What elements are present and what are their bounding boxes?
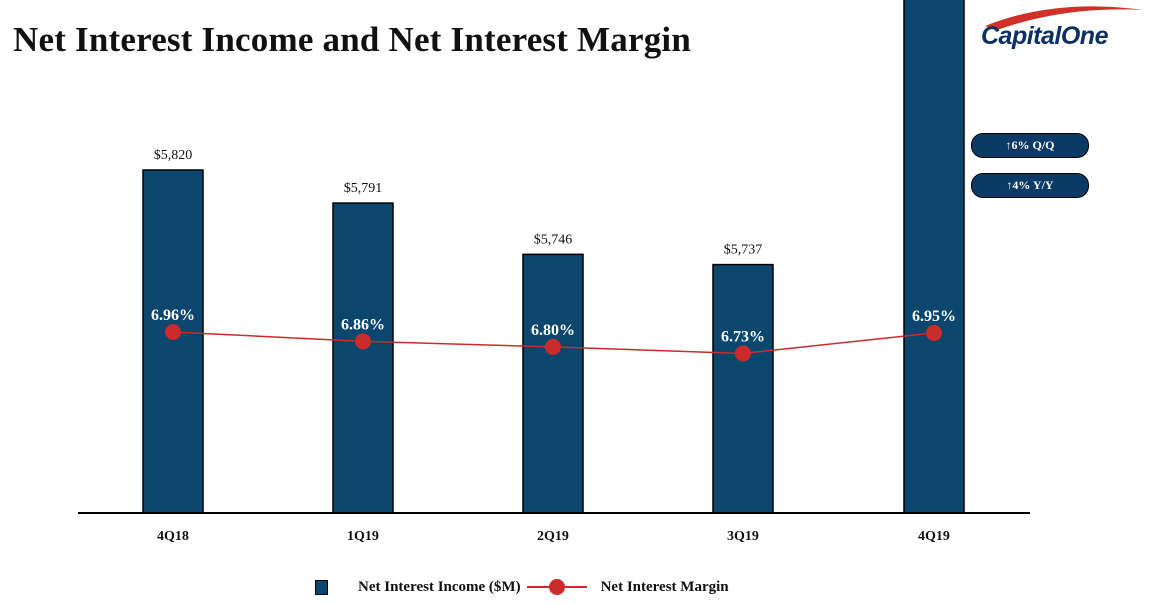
nim-value-label: 6.96% [151,307,195,324]
bar-3q19 [712,263,774,514]
bar-value-label: $5,737 [724,243,763,258]
nim-point [545,338,561,355]
nim-value-label: 6.86% [341,316,385,333]
nim-value-label: 6.95% [912,308,956,325]
labels-layer: $5,820 4Q18 $5,791 1Q19 $5,746 2Q19 $5,737 3Q19… [151,148,956,544]
logo-text: CapitalOne [981,22,1108,50]
nim-point [165,324,181,340]
x-tick-label: 4Q19 [918,529,950,544]
legend-bar-swatch [315,579,328,595]
bar-value-label: $5,820 [154,148,193,163]
x-tick-label: 2Q19 [537,529,569,544]
x-tick-label: 1Q19 [347,529,379,544]
legend-label-nim: Net Interest Margin [600,578,729,595]
bar-2q19 [522,253,584,514]
legend-label-nii: Net Interest Income ($M) [358,578,521,595]
bar-value-label: $5,791 [344,181,383,196]
page-title: Net Interest Income and Net Interest Mar… [13,20,692,59]
logo-swoosh-icon [985,6,1143,30]
yy-growth-badge: ↑4% Y/Y [971,173,1089,198]
nim-value-label: 6.80% [531,322,575,339]
nim-value-label: 6.73% [721,328,765,345]
qq-growth-badge: ↑6% Q/Q [971,133,1089,158]
bars-layer [142,0,965,514]
x-tick-label: 4Q18 [157,529,189,544]
legend: Net Interest Income ($M) Net Interest Ma… [315,577,729,597]
legend-line-swatch [526,579,587,595]
nim-point [926,324,942,341]
bar-1q19 [332,202,394,514]
nim-point [735,345,751,362]
bar-4q18 [142,169,204,514]
capital-one-logo: CapitalOne [975,4,1150,68]
bar-4q19 [903,0,965,514]
line-layer [165,324,942,362]
x-tick-label: 3Q19 [727,529,759,544]
bar-value-label: $5,746 [534,232,573,247]
nim-point [355,333,371,350]
